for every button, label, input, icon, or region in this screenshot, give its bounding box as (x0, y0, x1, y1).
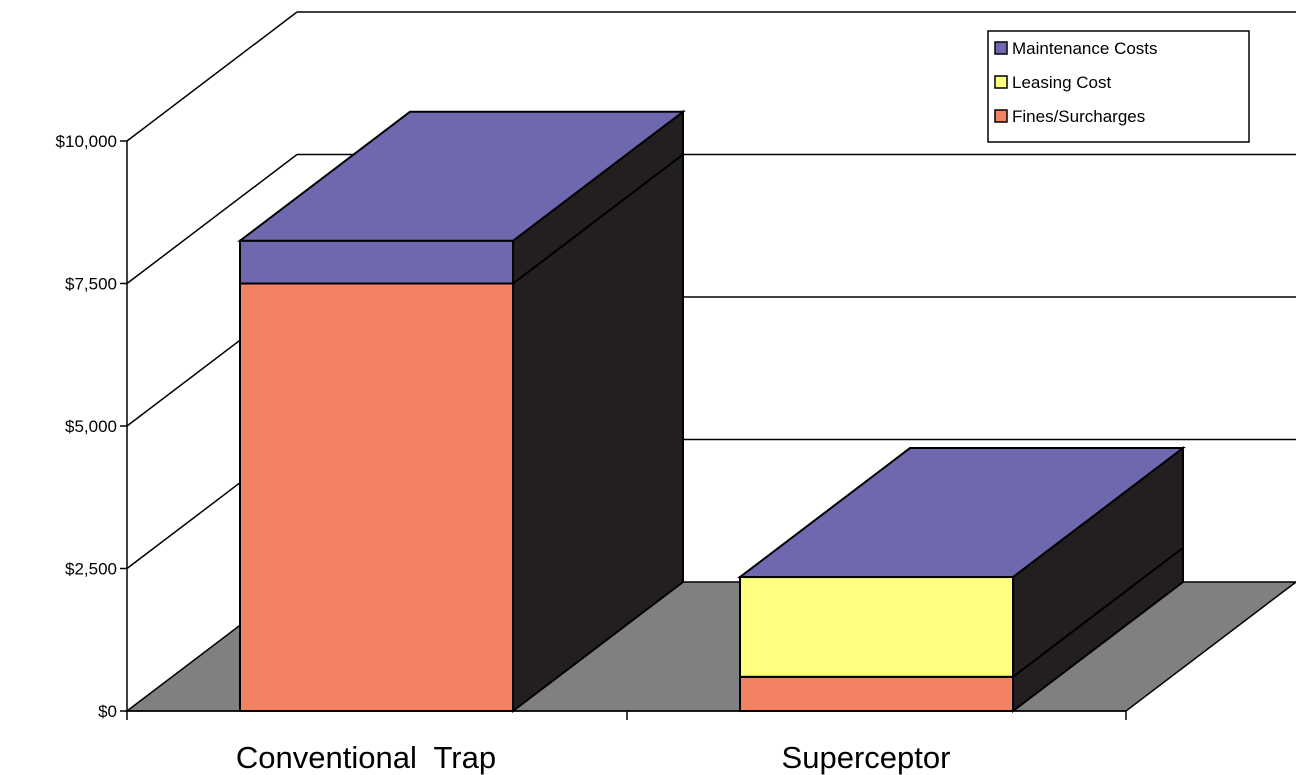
y-tick-label: $5,000 (65, 417, 117, 436)
legend: Maintenance Costs Leasing Cost Fines/Surch… (987, 30, 1250, 143)
bar-front-fines-surcharges (239, 282, 514, 712)
legend-label: Leasing Cost (1012, 73, 1112, 92)
bar-top-face (737, 447, 1186, 579)
x-axis-category-labels: Conventional Trap Superceptor (236, 740, 951, 775)
x-category-label: Superceptor (782, 740, 951, 775)
legend-box (987, 30, 1250, 143)
bar-front-maintenance-costs (239, 239, 514, 285)
y-axis-tick-labels: $0 $2,500 $5,000 $7,500 $10,000 (56, 132, 117, 721)
legend-swatch (994, 41, 1008, 55)
legend-label: Fines/Surcharges (1012, 107, 1145, 126)
x-category-label: Conventional Trap (236, 740, 496, 775)
y-tick-label: $2,500 (65, 560, 117, 579)
y-tick-label: $0 (98, 702, 117, 721)
legend-label: Maintenance Costs (1012, 39, 1158, 58)
y-tick-label: $10,000 (56, 132, 117, 151)
bar-front-fines-surcharges (739, 675, 1014, 712)
gridline-diagonal (126, 11, 298, 142)
y-tick-label: $7,500 (65, 275, 117, 294)
gridline-diagonal (126, 153, 298, 285)
bars (237, 109, 1186, 714)
bar-front-leasing-cost (739, 576, 1014, 678)
legend-swatch (994, 109, 1008, 123)
legend-swatch (994, 75, 1008, 89)
bar-top-face (237, 110, 686, 242)
